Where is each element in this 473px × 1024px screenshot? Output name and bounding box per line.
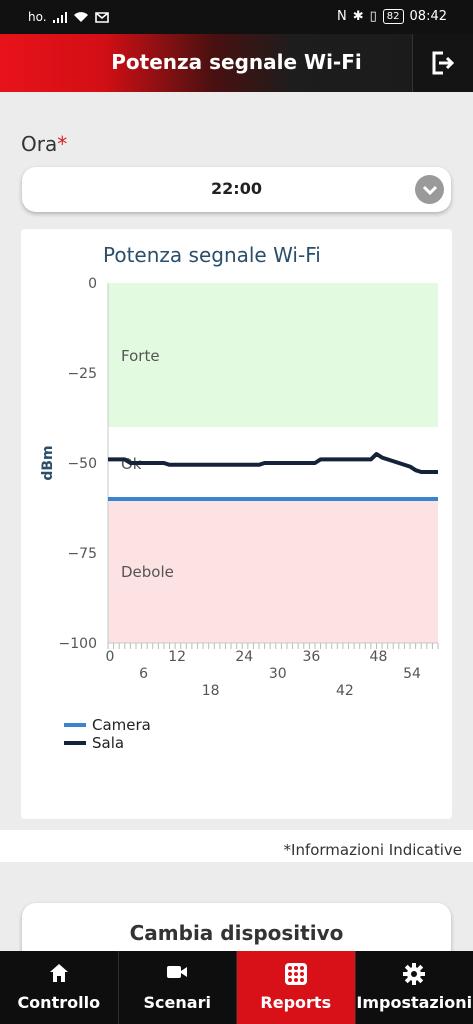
signal-icon bbox=[52, 11, 67, 23]
chevron-down-icon[interactable] bbox=[415, 175, 444, 204]
time-select[interactable]: 22:00 bbox=[22, 167, 451, 212]
y-tick-label: −25 bbox=[67, 366, 97, 382]
tab-impostazioni[interactable]: Impostazioni bbox=[356, 951, 473, 1024]
carrier-label: ho. bbox=[28, 10, 47, 24]
y-tick-label: −100 bbox=[59, 636, 97, 652]
legend-item-camera: Camera bbox=[64, 716, 151, 734]
app-header: Potenza segnale Wi-Fi bbox=[0, 34, 473, 92]
tab-controllo[interactable]: Controllo bbox=[0, 951, 119, 1024]
time-field-label: Ora* bbox=[21, 132, 67, 156]
band-label-forte: Forte bbox=[121, 347, 160, 365]
mail-icon bbox=[94, 11, 109, 23]
band-debole bbox=[108, 499, 438, 643]
home-icon bbox=[49, 964, 68, 982]
vibrate-icon: ▯ bbox=[369, 9, 377, 24]
series-line-sala bbox=[108, 452, 438, 474]
tab-reports-label: Reports bbox=[260, 993, 332, 1012]
required-mark: * bbox=[57, 132, 68, 156]
gear-icon bbox=[403, 963, 426, 985]
chart-title: Potenza segnale Wi-Fi bbox=[103, 243, 321, 267]
y-tick-label: 0 bbox=[88, 276, 97, 292]
tab-controllo-label: Controllo bbox=[17, 993, 101, 1012]
tab-scenari-label: Scenari bbox=[143, 993, 211, 1012]
info-note: *Informazioni Indicative bbox=[283, 841, 462, 859]
x-tick-label: 42 bbox=[336, 683, 354, 699]
legend-label-sala: Sala bbox=[92, 734, 125, 752]
time-select-value: 22:00 bbox=[211, 179, 262, 198]
bluetooth-icon: ✱ bbox=[352, 9, 364, 24]
band-forte bbox=[108, 283, 438, 427]
band-label-debole: Debole bbox=[121, 563, 174, 581]
x-tick-label: 30 bbox=[269, 666, 287, 682]
change-device-label: Cambia dispositivo bbox=[129, 921, 344, 945]
chart-legend: Camera Sala bbox=[64, 716, 151, 752]
page-title: Potenza segnale Wi-Fi bbox=[111, 50, 362, 74]
x-tick-label: 48 bbox=[370, 649, 388, 665]
battery-icon: 82 bbox=[382, 9, 404, 24]
grid-icon bbox=[284, 963, 307, 985]
tab-impostazioni-label: Impostazioni bbox=[356, 993, 473, 1012]
x-tick-label: 54 bbox=[403, 666, 421, 682]
logout-icon bbox=[432, 51, 455, 75]
y-tick-label: −75 bbox=[67, 546, 97, 562]
x-tick-label: 0 bbox=[106, 649, 115, 665]
y-tick-label: −50 bbox=[67, 456, 97, 472]
wifi-icon bbox=[73, 12, 88, 22]
legend-label-camera: Camera bbox=[92, 716, 151, 734]
tab-scenari[interactable]: Scenari bbox=[119, 951, 237, 1024]
status-bar: ho. N ✱ ▯ 82 08:42 bbox=[0, 0, 473, 34]
info-strip bbox=[0, 830, 473, 862]
nfc-icon: N bbox=[337, 9, 347, 24]
legend-swatch-camera bbox=[64, 723, 86, 727]
clock: 08:42 bbox=[409, 9, 447, 24]
x-tick-label: 6 bbox=[139, 666, 148, 682]
x-tick-label: 18 bbox=[202, 683, 220, 699]
wifi-signal-chart: ForteOkDebole0−25−50−75−100dBm0612182430… bbox=[40, 276, 439, 699]
legend-swatch-sala bbox=[64, 741, 86, 745]
logout-button[interactable] bbox=[412, 34, 473, 92]
x-tick-label: 36 bbox=[302, 649, 320, 665]
x-tick-label: 12 bbox=[168, 649, 186, 665]
tab-reports[interactable]: Reports bbox=[237, 951, 356, 1024]
y-axis-label: dBm bbox=[40, 445, 56, 480]
bottom-tab-bar: Controllo Scenari Reports Impostazioni bbox=[0, 951, 473, 1024]
x-tick-label: 24 bbox=[235, 649, 253, 665]
legend-item-sala: Sala bbox=[64, 734, 151, 752]
video-camera-icon bbox=[167, 966, 188, 978]
time-label-text: Ora bbox=[21, 132, 58, 156]
